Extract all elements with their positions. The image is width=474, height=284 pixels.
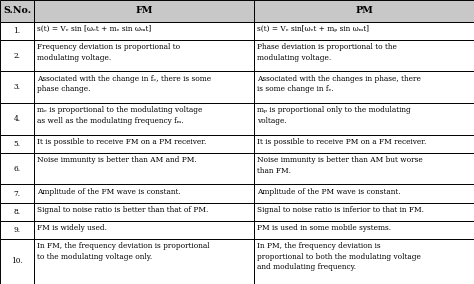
Bar <box>34 71 254 103</box>
Bar <box>254 71 474 103</box>
Bar <box>34 135 254 153</box>
Text: Amplitude of the FM wave is constant.: Amplitude of the FM wave is constant. <box>37 188 181 196</box>
Bar <box>34 221 254 239</box>
Bar <box>34 239 254 284</box>
Text: s(t) = Vₑ sin [ωₑt + mₑ sin ωₘt]: s(t) = Vₑ sin [ωₑt + mₑ sin ωₘt] <box>37 25 152 33</box>
Bar <box>0 239 34 284</box>
Text: In PM, the frequency deviation is
proportional to both the modulating voltage
an: In PM, the frequency deviation is propor… <box>257 242 421 271</box>
Bar <box>34 0 254 22</box>
Text: 8.: 8. <box>13 208 21 216</box>
Bar <box>34 153 254 184</box>
Text: FM: FM <box>136 6 153 15</box>
Bar <box>0 103 34 135</box>
Bar <box>254 0 474 22</box>
Text: It is possible to receive FM on a PM receiver.: It is possible to receive FM on a PM rec… <box>37 138 207 146</box>
Text: Amplitude of the PM wave is constant.: Amplitude of the PM wave is constant. <box>257 188 401 196</box>
Text: 6.: 6. <box>13 165 21 173</box>
Text: 5.: 5. <box>13 140 21 148</box>
Bar <box>34 103 254 135</box>
Bar <box>254 202 474 221</box>
Text: 1.: 1. <box>13 27 21 35</box>
Bar <box>254 40 474 71</box>
Text: mₚ is proportional only to the modulating
voltage.: mₚ is proportional only to the modulatin… <box>257 106 411 125</box>
Text: 3.: 3. <box>14 83 20 91</box>
Bar <box>0 22 34 40</box>
Bar <box>34 184 254 202</box>
Text: mₑ is proportional to the modulating voltage
as well as the modulating frequency: mₑ is proportional to the modulating vol… <box>37 106 203 125</box>
Bar <box>0 153 34 184</box>
Text: 9.: 9. <box>13 226 21 234</box>
Text: PM: PM <box>355 6 373 15</box>
Text: Signal to noise ratio is better than that of PM.: Signal to noise ratio is better than tha… <box>37 206 209 214</box>
Text: It is possible to receive PM on a FM receiver.: It is possible to receive PM on a FM rec… <box>257 138 427 146</box>
Text: 2.: 2. <box>14 52 20 60</box>
Bar <box>34 22 254 40</box>
Text: PM is used in some mobile systems.: PM is used in some mobile systems. <box>257 224 392 232</box>
Text: 7.: 7. <box>13 189 21 197</box>
Bar <box>0 184 34 202</box>
Bar <box>0 71 34 103</box>
Text: 4.: 4. <box>13 115 21 123</box>
Bar <box>34 40 254 71</box>
Bar <box>254 153 474 184</box>
Bar <box>0 221 34 239</box>
Text: S.No.: S.No. <box>3 6 31 15</box>
Bar <box>0 135 34 153</box>
Bar <box>34 202 254 221</box>
Text: Signal to noise ratio is inferior to that in FM.: Signal to noise ratio is inferior to tha… <box>257 206 424 214</box>
Text: Noise immunity is better than AM but worse
than FM.: Noise immunity is better than AM but wor… <box>257 156 423 175</box>
Bar <box>254 239 474 284</box>
Bar <box>254 184 474 202</box>
Bar <box>0 202 34 221</box>
Text: FM is widely used.: FM is widely used. <box>37 224 108 232</box>
Text: Noise immunity is better than AM and PM.: Noise immunity is better than AM and PM. <box>37 156 197 164</box>
Text: Frequency deviation is proportional to
modulating voltage.: Frequency deviation is proportional to m… <box>37 43 181 62</box>
Bar <box>0 0 34 22</box>
Text: s(t) = Vₑ sin[ωₑt + mₚ sin ωₘt]: s(t) = Vₑ sin[ωₑt + mₚ sin ωₘt] <box>257 25 369 33</box>
Bar <box>254 135 474 153</box>
Text: Associated with the change in fₑ, there is some
phase change.: Associated with the change in fₑ, there … <box>37 75 211 93</box>
Text: 10.: 10. <box>11 258 23 266</box>
Bar <box>254 221 474 239</box>
Text: Associated with the changes in phase, there
is some change in fₑ.: Associated with the changes in phase, th… <box>257 75 421 93</box>
Bar <box>254 22 474 40</box>
Text: In FM, the frequency deviation is proportional
to the modulating voltage only.: In FM, the frequency deviation is propor… <box>37 242 210 261</box>
Bar <box>0 40 34 71</box>
Bar <box>254 103 474 135</box>
Text: Phase deviation is proportional to the
modulating voltage.: Phase deviation is proportional to the m… <box>257 43 397 62</box>
